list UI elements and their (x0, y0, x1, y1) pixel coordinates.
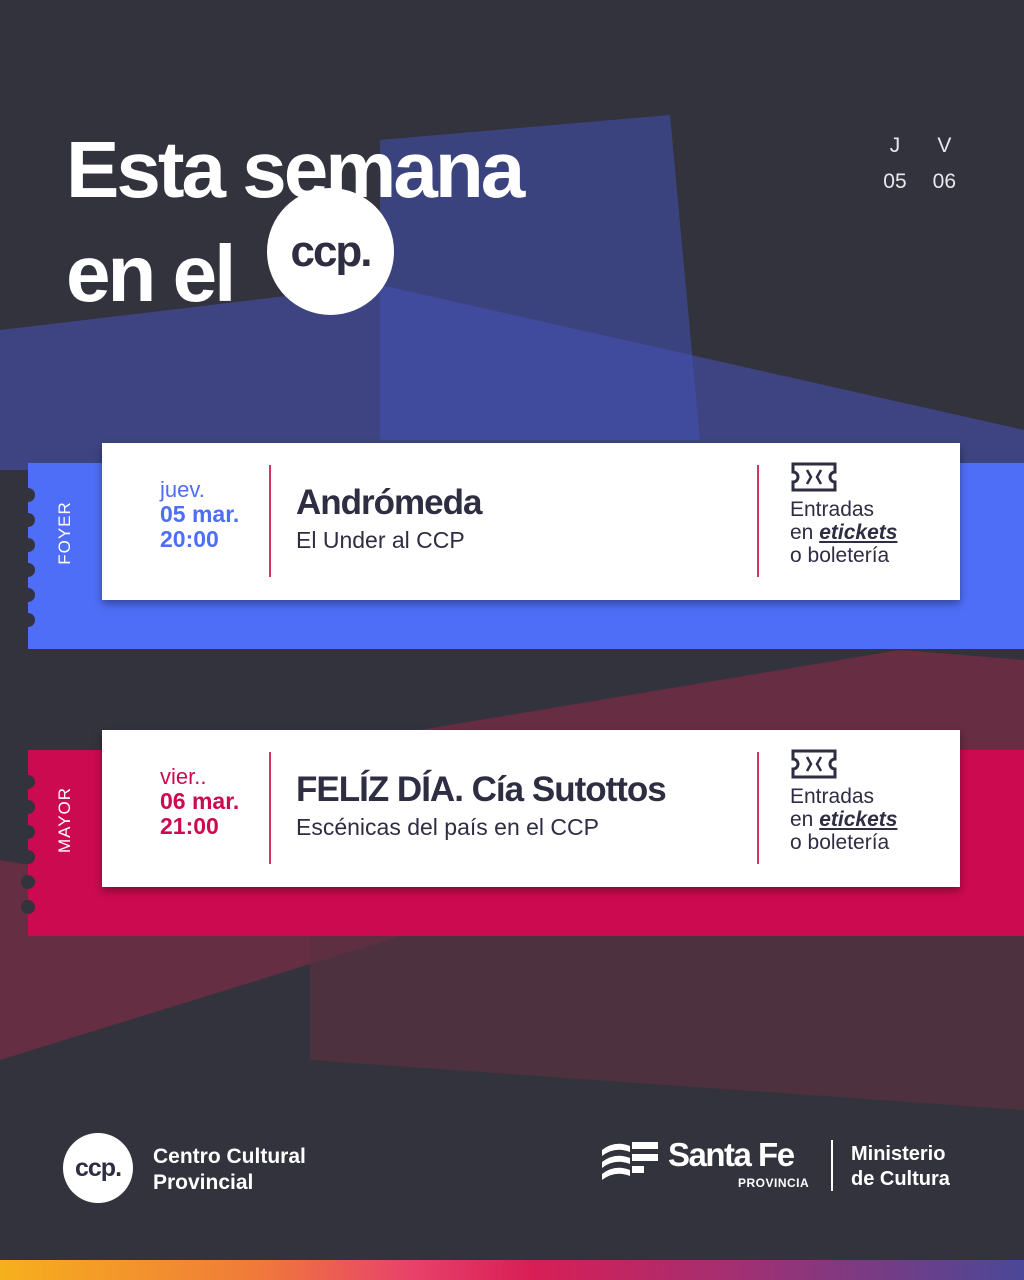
tickets-info: Entradas en etickets o boletería (790, 748, 897, 854)
santa-fe-name: Santa Fe (668, 1136, 795, 1173)
ccp-footer-logo: ccp. (63, 1133, 133, 1203)
band-notch (21, 800, 35, 814)
band-notch (21, 825, 35, 839)
event-datetime: vier.. 06 mar. 21:00 (160, 764, 240, 839)
venue-label: MAYOR (54, 786, 74, 854)
etickets-link[interactable]: etickets (819, 808, 898, 831)
week-days: J 05 V 06 (883, 128, 956, 200)
band-notch (21, 875, 35, 889)
divider (757, 465, 759, 577)
gradient-strip (0, 1260, 1024, 1280)
org-name: Centro Cultural Provincial (153, 1145, 306, 1194)
event-subtitle: Escénicas del país en el CCP (296, 814, 599, 840)
tickets-info: Entradas en etickets o boletería (790, 461, 897, 567)
event-card[interactable]: vier.. 06 mar. 21:00 FELÍZ DÍA. Cía Suto… (102, 730, 960, 887)
band-notch (21, 588, 35, 602)
band-notch (21, 488, 35, 502)
venue-label: FOYER (55, 501, 74, 565)
santa-fe-flag-icon (602, 1142, 658, 1180)
band-notch (21, 775, 35, 789)
divider (269, 465, 271, 577)
ticket-icon (791, 749, 837, 779)
event-info: FELÍZ DÍA. Cía Sutottos Escénicas del pa… (296, 768, 667, 841)
day-friday: V 06 (932, 134, 956, 193)
event-subtitle: El Under al CCP (296, 527, 465, 553)
band-notch (21, 900, 35, 914)
divider (269, 752, 271, 864)
ccp-logo-badge: ccp. (267, 188, 394, 315)
etickets-link[interactable]: etickets (819, 521, 898, 544)
day-thursday: J 05 (883, 134, 907, 193)
band-notch (21, 850, 35, 864)
event-card[interactable]: juev. 05 mar. 20:00 Andrómeda El Under a… (102, 443, 960, 600)
santa-fe-province: PROVINCIA (738, 1176, 810, 1190)
band-notch (21, 513, 35, 527)
event-title: FELÍZ DÍA. Cía Sutottos (296, 770, 667, 809)
divider (757, 752, 759, 864)
band-notch (21, 538, 35, 552)
footer-divider (831, 1140, 833, 1191)
event-title: Andrómeda (296, 483, 482, 522)
band-notch (21, 563, 35, 577)
band-notch (21, 613, 35, 627)
ticket-icon (791, 462, 837, 492)
event-datetime: juev. 05 mar. 20:00 (160, 477, 240, 552)
event-info: Andrómeda El Under al CCP (296, 481, 482, 554)
ministry-name: Ministerio de Cultura (851, 1143, 950, 1190)
